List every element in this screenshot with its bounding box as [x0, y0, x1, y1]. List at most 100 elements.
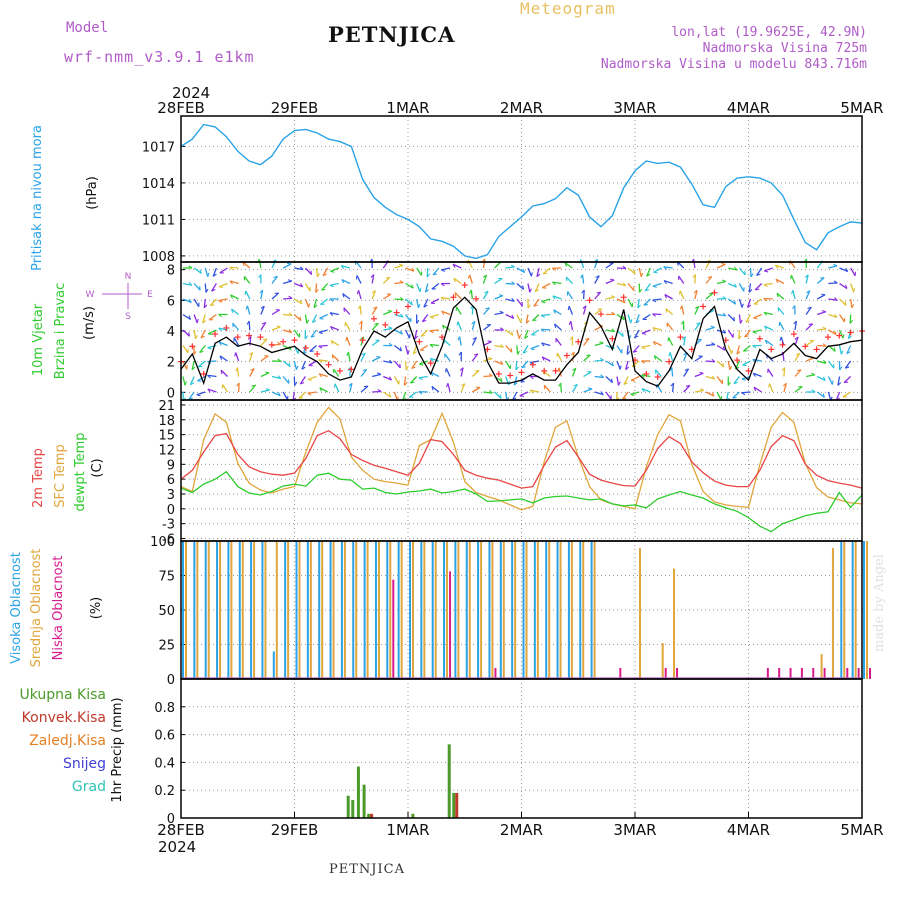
wind-arrow-head [249, 352, 253, 356]
wind-arrow-head [626, 351, 631, 355]
wind-arrow-head [811, 372, 816, 376]
wind-arrow [828, 298, 838, 301]
wind-arrow [304, 314, 308, 324]
wind-arrow-head [755, 288, 760, 291]
wind-arrow [393, 360, 401, 369]
wind-arrow-head [553, 309, 556, 314]
wind-arrow-head [693, 289, 698, 294]
wind-arrow [188, 391, 195, 400]
low-cloud-bar [449, 571, 452, 679]
mid-cloud-bar [854, 541, 857, 679]
wind-arrow [197, 360, 206, 368]
mid-cloud-bar [639, 547, 641, 679]
low-cloud-bar [823, 667, 826, 679]
y-tick-label: -3 [162, 518, 175, 533]
wind-arrow-head [210, 304, 215, 307]
wind-arrow [405, 267, 415, 272]
wind-arrow-head [513, 382, 518, 386]
wind-arrow [816, 277, 825, 284]
wind-arrow [311, 314, 318, 323]
wind-arrow-head [556, 352, 558, 357]
high-cloud-bar [488, 541, 491, 679]
low-cloud-bar [619, 667, 622, 679]
wind-arrow-head [388, 376, 393, 381]
wind-arrow [346, 336, 351, 346]
wind-arrow [838, 329, 844, 339]
wind-arrow [232, 322, 240, 331]
wind-arrow-head [499, 394, 502, 399]
wind-arrow-head [741, 303, 744, 308]
mid-cloud-bar [264, 541, 267, 679]
y-tick-label: 0 [167, 386, 175, 401]
wind-arrow [705, 276, 713, 284]
wind-arrow-head [218, 341, 222, 346]
wind-arrow [221, 384, 229, 393]
low-cloud-bar [494, 667, 497, 679]
wind-arrow-head [781, 367, 786, 371]
wind-arrow [294, 282, 303, 288]
wind-arrow [482, 259, 486, 269]
model-label: Model [66, 20, 109, 36]
wind-arrow [271, 326, 281, 331]
wind-arrow-head [565, 276, 568, 282]
wind-arrow-head [356, 290, 360, 295]
wind-arrow-head [643, 304, 648, 306]
mid-cloud-bar [400, 541, 403, 679]
wind-arrow-head [258, 274, 262, 279]
wind-arrow-head [218, 300, 223, 303]
wind-arrow-head [488, 373, 493, 377]
mid-cloud-bar [593, 541, 596, 679]
conv-precip-bar [370, 813, 374, 818]
high-cloud-bar [340, 541, 343, 679]
wind-arrow [515, 360, 518, 371]
wind-arrow [318, 359, 328, 362]
wind-arrow [293, 360, 298, 370]
wind-arrow-head [595, 275, 600, 278]
wind-arrow-head [529, 288, 532, 293]
wind-arrow [471, 321, 476, 331]
wind-arrow-head [399, 296, 404, 301]
wind-arrow [805, 290, 811, 300]
wind-arrow [541, 342, 551, 347]
wind-arrow [430, 313, 440, 318]
wind-arrow [694, 290, 698, 300]
wind-arrow-head [753, 317, 758, 320]
wind-arrow-head [484, 290, 489, 294]
high-cloud-bar [261, 541, 264, 679]
elevation-label: Nadmorska Visina 725m [702, 41, 867, 56]
wind-arrow [298, 391, 306, 399]
wind-arrow [683, 368, 690, 377]
wind-arrow [756, 267, 763, 276]
mid-cloud-bar [389, 541, 392, 679]
wind-arrow [692, 258, 696, 269]
conv-precip-bar [455, 792, 459, 818]
wind-arrow [293, 298, 303, 305]
wind-arrow-head [199, 350, 204, 354]
wind-arrow [582, 289, 585, 300]
wind-arrow [630, 375, 640, 382]
wind-arrow [318, 344, 328, 347]
wind-arrow-head [633, 350, 638, 353]
wind-arrow-head [685, 384, 690, 387]
wind-arrow [524, 329, 529, 339]
wind-arrow [452, 263, 462, 269]
y-tick-label: 0 [167, 673, 175, 688]
wind-arrow-head [441, 269, 446, 272]
wind-arrow-head [524, 335, 529, 339]
wind-arrow-head [839, 366, 843, 371]
wind-arrow [616, 360, 621, 370]
wind-arrow [302, 345, 307, 355]
wind-arrow-head [738, 335, 742, 340]
high-cloud-bar [352, 541, 355, 679]
wind-arrow [631, 360, 640, 367]
mid-cloud-bar [661, 643, 664, 679]
wind-arrow [525, 314, 529, 324]
wind-arrow [293, 329, 301, 338]
wind-arrow [505, 266, 515, 269]
wind-arrow-head [635, 320, 640, 324]
wind-arrow-head [806, 290, 811, 294]
wind-arrow-head [752, 331, 757, 334]
wind-arrow-head [582, 305, 587, 309]
wind-arrow [182, 282, 192, 286]
low-cloud-bar [664, 667, 667, 679]
